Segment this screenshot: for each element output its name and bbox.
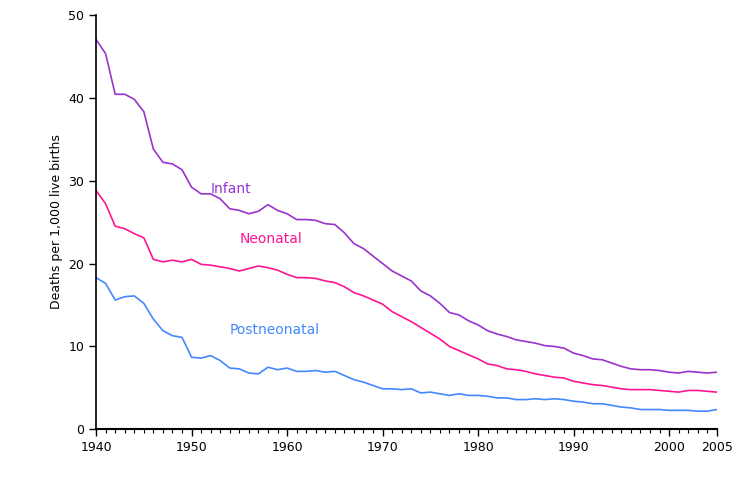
Text: Infant: Infant <box>211 182 251 196</box>
Text: Postneonatal: Postneonatal <box>230 323 320 337</box>
Text: Neonatal: Neonatal <box>239 232 302 246</box>
Y-axis label: Deaths per 1,000 live births: Deaths per 1,000 live births <box>50 135 63 309</box>
